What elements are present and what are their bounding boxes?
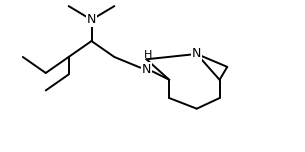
Text: H: H [144,50,152,60]
Text: N: N [142,63,151,76]
Text: N: N [192,47,201,60]
Text: N: N [87,13,96,26]
